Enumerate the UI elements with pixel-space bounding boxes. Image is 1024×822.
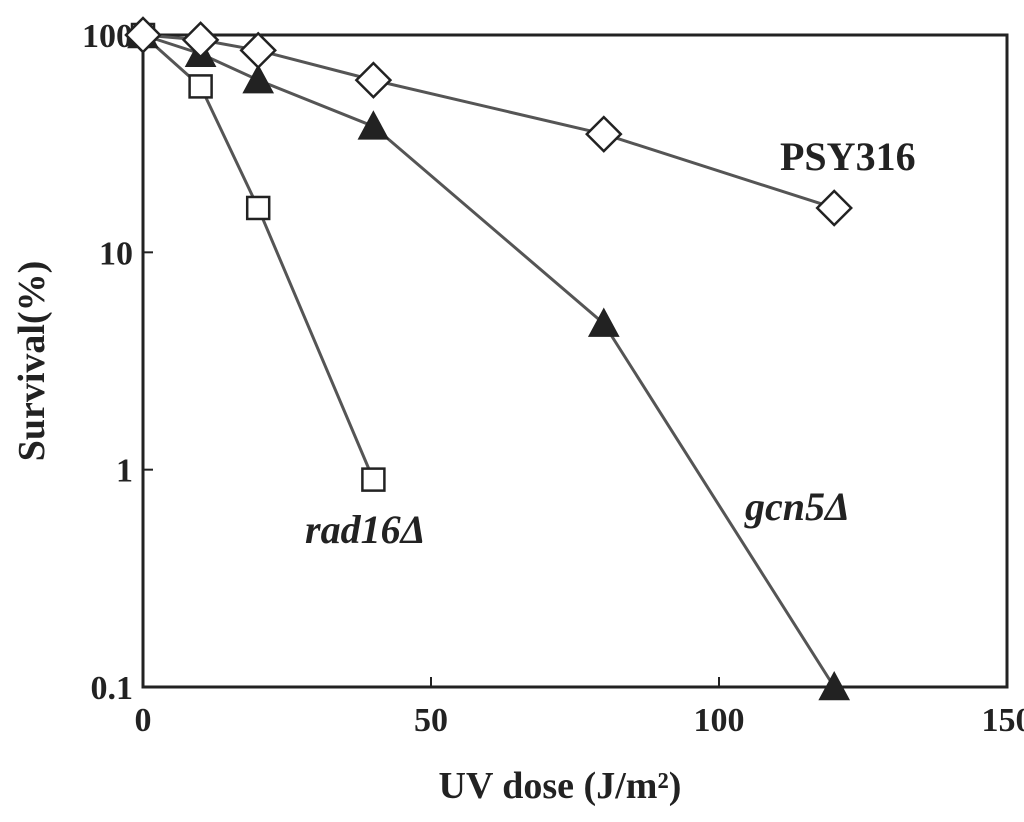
data-point-diamond	[239, 31, 277, 70]
series-layer	[124, 16, 853, 701]
series-label-rad16: rad16Δ	[305, 507, 426, 552]
y-tick-label: 1	[116, 453, 133, 490]
data-point-triangle	[587, 307, 620, 337]
series-line-2	[142, 33, 375, 481]
data-point-triangle	[242, 64, 275, 94]
y-tick-label: 0.1	[91, 670, 134, 707]
series-label-gcn5: gcn5Δ	[744, 484, 850, 529]
data-point-triangle	[357, 110, 390, 140]
x-tick-label: 150	[982, 702, 1024, 739]
data-point-square	[245, 195, 271, 221]
data-point-diamond	[124, 16, 162, 54]
data-point-square	[188, 74, 213, 99]
data-point-diamond	[815, 189, 853, 227]
series-label-psy316: PSY316	[780, 134, 916, 179]
y-tick-label: 10	[99, 235, 133, 272]
data-point-square	[361, 467, 386, 492]
y-tick-label: 100	[82, 18, 133, 55]
data-point-diamond	[354, 61, 393, 99]
plot-frame	[141, 33, 1009, 689]
data-point-triangle	[818, 670, 851, 701]
data-point-diamond	[181, 21, 220, 59]
axis-ticks: 0 50 100 150 0.1 1 10 100	[82, 18, 1024, 739]
x-tick-label: 100	[694, 702, 745, 739]
x-tick-label: 0	[135, 702, 152, 739]
data-point-diamond	[585, 115, 623, 153]
x-tick-label: 50	[414, 702, 448, 739]
x-axis-title: UV dose (J/m²)	[439, 765, 682, 807]
y-axis-title: Survival(%)	[11, 261, 53, 462]
series-line-1	[142, 33, 836, 688]
